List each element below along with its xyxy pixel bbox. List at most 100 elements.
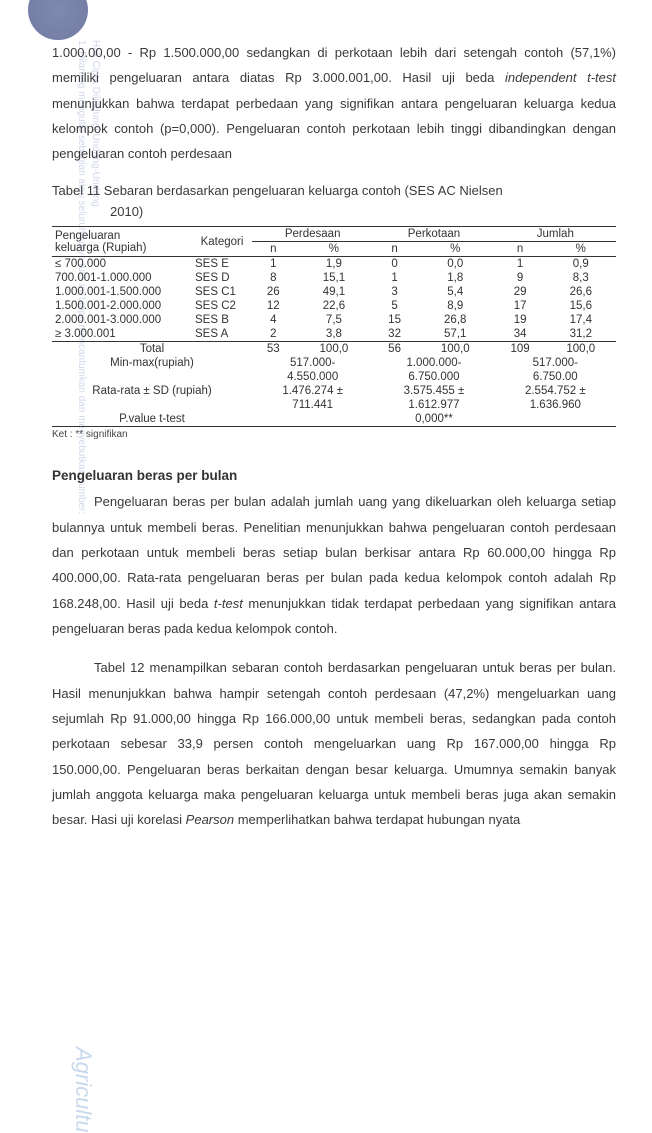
section-heading: Pengeluaran beras per bulan [52, 468, 616, 483]
paragraph-top: 1.000.00,00 - Rp 1.500.000,00 sedangkan … [52, 40, 616, 167]
cell: 1,8 [416, 271, 495, 285]
cell: 2.554.752 ± [495, 384, 616, 398]
cell: 17,4 [546, 313, 616, 327]
th-n: n [495, 242, 546, 257]
row-minmax-label: Min-max(rupiah) [52, 356, 252, 370]
cell: 100,0 [295, 342, 374, 357]
cell: 19 [495, 313, 546, 327]
cell: 32 [373, 327, 416, 342]
cell-kat: SES E [192, 257, 252, 272]
cell-range: 700.001-1.000.000 [52, 271, 192, 285]
table-row: ≤ 700.000SES E11,900,010,9 [52, 257, 616, 272]
cell: 1.636.960 [495, 398, 616, 412]
cell: 1.612.977 [373, 398, 494, 412]
cell: 0 [373, 257, 416, 272]
cell: 0,000** [373, 412, 494, 427]
seal-logo [28, 0, 88, 40]
cell: 4 [252, 313, 295, 327]
cell: 6.750.00 [495, 370, 616, 384]
paragraph-3: Tabel 12 menampilkan sebaran contoh berd… [52, 655, 616, 832]
table-footnote: Ket : ** signifikan [52, 429, 616, 440]
table-row: 1.000.001-1.500.000SES C12649,135,42926,… [52, 285, 616, 299]
cell-range: 1.500.001-2.000.000 [52, 299, 192, 313]
cell-kat: SES D [192, 271, 252, 285]
cell-kat: SES C1 [192, 285, 252, 299]
cell: 1 [495, 257, 546, 272]
cell: 12 [252, 299, 295, 313]
blank [52, 398, 252, 412]
cell: 2 [252, 327, 295, 342]
cell: 1 [252, 257, 295, 272]
cell: 56 [373, 342, 416, 357]
row-total-label: Total [52, 342, 252, 357]
cell: 100,0 [416, 342, 495, 357]
cell: 0,0 [416, 257, 495, 272]
th-pengeluaran: Pengeluaran keluarga (Rupiah) [52, 227, 192, 257]
cell-range: 1.000.001-1.500.000 [52, 285, 192, 299]
cell: 100,0 [546, 342, 616, 357]
th-n: n [373, 242, 416, 257]
th-pct: % [416, 242, 495, 257]
table-row: 700.001-1.000.000SES D815,111,898,3 [52, 271, 616, 285]
cell: 7,5 [295, 313, 374, 327]
th-perdesaan: Perdesaan [252, 227, 373, 242]
page-content: 1.000.00,00 - Rp 1.500.000,00 sedangkan … [52, 40, 616, 847]
th-perkotaan: Perkotaan [373, 227, 494, 242]
cell: 29 [495, 285, 546, 299]
cell: 4.550.000 [252, 370, 373, 384]
cell-kat: SES B [192, 313, 252, 327]
cell: 1 [373, 271, 416, 285]
cell: 15,1 [295, 271, 374, 285]
caption-line1: Tabel 11 Sebaran berdasarkan pengeluaran… [52, 183, 503, 198]
th-jumlah: Jumlah [495, 227, 616, 242]
cell: 49,1 [295, 285, 374, 299]
cell: 5 [373, 299, 416, 313]
th-kategori: Kategori [192, 227, 252, 257]
cell: 8,3 [546, 271, 616, 285]
cell: 3,8 [295, 327, 374, 342]
cell: 9 [495, 271, 546, 285]
blank [52, 370, 252, 384]
cell: 711.441 [252, 398, 373, 412]
table-row: 2.000.001-3.000.000SES B47,51526,81917,4 [52, 313, 616, 327]
cell-range: 2.000.001-3.000.000 [52, 313, 192, 327]
row-pvalue-label: P.value t-test [52, 412, 252, 427]
cell: 26,8 [416, 313, 495, 327]
th-pct: % [295, 242, 374, 257]
cell: 22,6 [295, 299, 374, 313]
th-n: n [252, 242, 295, 257]
cell: 26 [252, 285, 295, 299]
cell: 517.000- [252, 356, 373, 370]
cell: 53 [252, 342, 295, 357]
cell: 0,9 [546, 257, 616, 272]
cell-kat: SES A [192, 327, 252, 342]
cell-range: ≤ 700.000 [52, 257, 192, 272]
watermark-bottom: Agricultu [70, 1047, 96, 1133]
blank [495, 412, 616, 427]
cell: 26,6 [546, 285, 616, 299]
cell-range: ≥ 3.000.001 [52, 327, 192, 342]
cell: 17 [495, 299, 546, 313]
caption-line2: 2010) [52, 202, 616, 223]
cell: 3.575.455 ± [373, 384, 494, 398]
cell: 6.750.000 [373, 370, 494, 384]
cell: 109 [495, 342, 546, 357]
cell: 1.476.274 ± [252, 384, 373, 398]
data-table: Pengeluaran keluarga (Rupiah) Kategori P… [52, 226, 616, 427]
table-row: 1.500.001-2.000.000SES C21222,658,91715,… [52, 299, 616, 313]
cell: 8,9 [416, 299, 495, 313]
cell: 31,2 [546, 327, 616, 342]
cell: 517.000- [495, 356, 616, 370]
cell-kat: SES C2 [192, 299, 252, 313]
cell: 1.000.000- [373, 356, 494, 370]
th-pct: % [546, 242, 616, 257]
paragraph-2: Pengeluaran beras per bulan adalah jumla… [52, 489, 616, 641]
cell: 3 [373, 285, 416, 299]
cell: 5,4 [416, 285, 495, 299]
table-caption: Tabel 11 Sebaran berdasarkan pengeluaran… [52, 181, 616, 223]
cell: 8 [252, 271, 295, 285]
cell: 15,6 [546, 299, 616, 313]
blank [252, 412, 373, 427]
row-rata-label: Rata-rata ± SD (rupiah) [52, 384, 252, 398]
cell: 15 [373, 313, 416, 327]
